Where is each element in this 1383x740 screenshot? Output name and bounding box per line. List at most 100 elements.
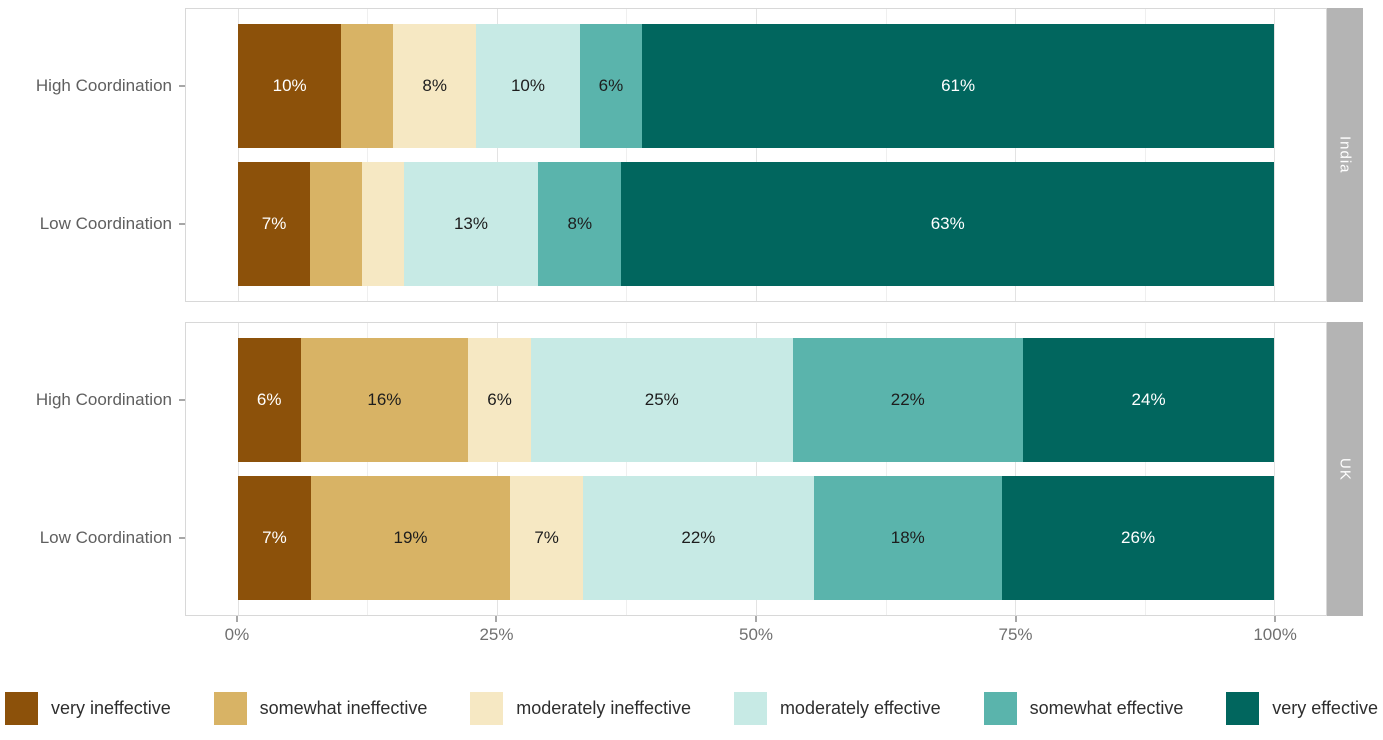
facet-india: High Coordination Low Coordination 10% 8% 10… [0,8,1383,302]
legend-label: somewhat ineffective [259,697,428,718]
bar-segment-value: 6% [487,389,512,409]
panel-india: 10% 8% 10% 6% 61% 7% 13% 8% 63% [185,8,1327,302]
bar-segment: 10% [476,23,580,148]
bar-segment: 24% [1022,337,1275,462]
bar-segment: 7% [237,162,311,287]
bar-segment-value: 63% [930,214,965,234]
bar-segment: 22% [583,476,814,601]
bar-segment-value: 24% [1131,389,1166,409]
bar-segment: 19% [311,476,510,601]
facet-strip-label: India [1336,136,1354,174]
bar-segment-value: 18% [890,528,925,548]
y-axis-label: Low Coordination [39,528,172,548]
gridline-major [496,9,498,301]
gridline-major [1015,323,1017,615]
x-axis-tick-label: 75% [998,625,1033,644]
x-axis-tick-label: 25% [479,625,514,644]
panel-uk: 6% 16% 6% 25% 22% 24% 7% 19% 7% 22% 18% 26% [185,322,1327,616]
x-axis-tick [495,616,497,622]
bar-segment: 25% [530,337,793,462]
x-axis-tick [755,616,757,622]
bar-segment-value: 6% [256,389,282,409]
legend-item: somewhat ineffective [213,691,428,725]
bar-segment: 7% [237,476,312,601]
gridline-minor [367,323,369,615]
gridline-minor [1144,9,1146,301]
legend-swatch [733,691,767,725]
gridline-major [237,9,239,301]
bar-segment: 7% [509,476,584,601]
gridline-major [756,9,757,301]
bar-segment-value: 7% [261,214,287,234]
y-axis-label: High Coordination [35,389,172,409]
x-axis-tick [236,616,238,622]
legend-swatch [1226,691,1260,725]
facet-strip: UK [1327,322,1363,616]
y-axis-tick [179,85,185,87]
bar-segment-value: 8% [567,214,593,234]
legend-label: very effective [1272,697,1378,718]
bar-segment-value: 7% [262,528,287,548]
legend-swatch [213,691,247,725]
gridline-major [1274,9,1276,301]
bar-segment: 6% [468,337,531,462]
gridline-minor [626,323,628,615]
bar-segment-value: 8% [422,75,447,95]
legend-item: somewhat effective [983,691,1184,725]
x-axis-tick [1274,616,1276,622]
y-axis-tick [179,537,185,539]
stacked-bar: 6% 16% 6% 25% 22% 24% [237,337,1275,462]
bar-segment-value: 19% [393,528,428,548]
bar-segment: 22% [792,337,1023,462]
bar-segment: 6% [579,23,642,148]
bar-segment: 26% [1001,476,1275,601]
stacked-bar: 10% 8% 10% 6% 61% [237,23,1275,148]
gridline-major [756,323,757,615]
bar-segment-value: 13% [453,214,488,234]
legend-item: very effective [1226,691,1378,725]
bar-segment-value: 25% [644,389,679,409]
facet-uk: High Coordination Low Coordination 6% 16% 6%… [0,322,1383,616]
bar-segment: 8% [538,162,622,287]
y-axis-tick [179,223,185,225]
legend-label: moderately ineffective [516,697,692,718]
bar-segment [310,162,363,287]
legend-label: moderately effective [779,697,941,718]
bar-segment-value: 10% [510,75,545,95]
gridline-major [496,323,498,615]
gridline-major [1274,323,1276,615]
gridline-minor [367,9,369,301]
bar-segment: 18% [813,476,1002,601]
legend-label: very ineffective [51,697,171,718]
bar-segment: 16% [300,337,469,462]
bar-segment-value: 6% [598,75,624,95]
bar-segment-value: 22% [890,389,925,409]
x-axis-tick-label: 0% [224,625,250,644]
legend-swatch [5,691,38,725]
bar-segment-value: 26% [1121,528,1156,548]
gridline-minor [1144,323,1146,615]
bar-segment: 61% [642,23,1275,148]
legend-label: somewhat effective [1029,697,1184,718]
bar-segment [341,23,394,148]
bar-segment: 8% [393,23,477,148]
bar-segment: 63% [621,162,1275,287]
bar-segment-value: 22% [681,528,716,548]
bar-segment-value: 10% [272,75,307,95]
stacked-bar: 7% 19% 7% 22% 18% 26% [237,476,1275,601]
y-axis-labels: High Coordination Low Coordination [0,322,185,616]
x-axis: 0% 25% 50% 75% 100% [185,616,1327,656]
facet-strip-label: UK [1336,457,1354,481]
x-axis-tick-label: 50% [738,625,774,644]
bar-segment-value: 16% [367,389,402,409]
y-axis-labels: High Coordination Low Coordination [0,8,185,302]
bar-segment-value: 7% [534,528,559,548]
legend-item: moderately ineffective [470,691,692,725]
bar-segment: 6% [237,337,301,462]
legend-swatch [983,691,1017,725]
x-axis-tick [1015,616,1017,622]
bar-segment [362,162,404,287]
stacked-bar: 7% 13% 8% 63% [237,162,1275,287]
bar-segment-value: 61% [941,75,976,95]
